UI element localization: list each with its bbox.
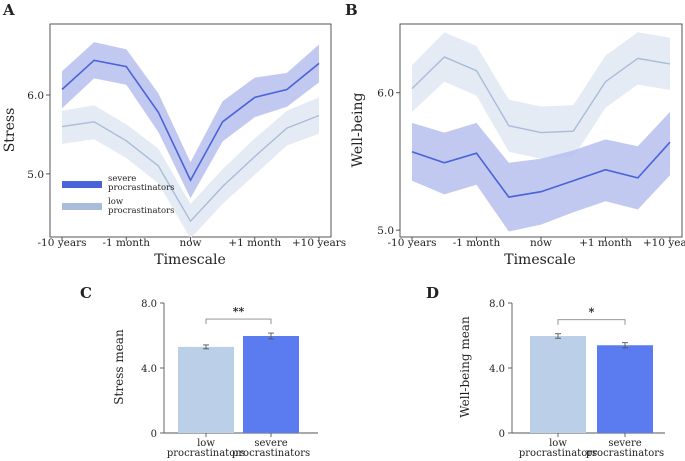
panel-letter-a: A xyxy=(2,1,15,19)
panel-letter-d: D xyxy=(426,284,439,302)
panel-d-significance-bracket xyxy=(557,319,626,325)
panel-a-xtick-label: -10 years xyxy=(37,237,86,249)
panel-a-band-low xyxy=(62,97,319,239)
panel-b-xtick-label: +10 years xyxy=(643,237,685,249)
panel-b-ticks: 5.0 6.0 -10 years -1 month now +1 month +10 ye… xyxy=(377,88,685,249)
panel-d-xtick-label: procrastinators xyxy=(519,448,597,459)
panel-b-line-severe xyxy=(411,141,671,198)
panel-a-legend: severe procrastinators low procrastinato… xyxy=(62,174,175,216)
legend-label-severe-line1: severe xyxy=(108,174,136,184)
panel-b-y-axis-title: Well-being xyxy=(350,93,366,168)
panel-d-bar-low xyxy=(530,335,586,433)
panel-c-ytick-label: 0 xyxy=(151,429,157,440)
panel-a-y-axis-title: Stress xyxy=(2,108,18,153)
legend-swatch-low xyxy=(62,203,102,210)
panel-a-xtick-label: -1 month xyxy=(102,237,150,249)
panel-b-band-severe xyxy=(412,111,670,232)
panel-d-plot-area: 04.08.0lowprocrastinatorssevereprocrasti… xyxy=(489,299,665,459)
panel-c-xtick-label: procrastinators xyxy=(232,448,310,459)
panel-a-line-low xyxy=(61,114,320,223)
panel-d-xtick-label: severe xyxy=(608,438,641,449)
panel-c-ytick-label: 4.0 xyxy=(141,364,157,375)
panel-b-x-axis-title: Timescale xyxy=(504,252,576,268)
panel-b-xtick-label: -1 month xyxy=(453,237,501,249)
legend-swatch-severe xyxy=(62,181,102,188)
legend-label-low-line1: low xyxy=(108,197,124,207)
panel-b-xtick-label: -10 years xyxy=(387,237,436,249)
panel-b-plot-area xyxy=(411,32,671,232)
panel-d-y-axis-title: Well-being mean xyxy=(458,316,472,418)
panel-c-significance-bracket xyxy=(205,318,272,325)
panel-a-xtick-label: +10 years xyxy=(292,237,346,249)
panel-d-wellbeing-bar-chart: 04.08.0lowprocrastinatorssevereprocrasti… xyxy=(458,299,665,459)
panel-d-significance-label: * xyxy=(589,306,595,319)
panel-c-y-axis-title: Stress mean xyxy=(112,329,126,405)
panel-a-x-axis-title: Timescale xyxy=(154,252,226,268)
panel-c-bar-severe xyxy=(243,335,299,433)
panel-a-xtick-label: +1 month xyxy=(228,237,281,249)
panel-a-ticks: 5.0 6.0 -10 years -1 month now +1 month +10 ye… xyxy=(27,90,346,249)
panel-b-ytick-label: 5.0 xyxy=(377,225,394,237)
panel-d-ytick-label: 8.0 xyxy=(489,299,505,310)
panel-b-xtick-label: +1 month xyxy=(579,237,632,249)
panel-d-xtick-label: procrastinators xyxy=(586,448,664,459)
panel-c-plot-area: 04.08.0lowprocrastinatorssevereprocrasti… xyxy=(141,299,318,459)
panel-a-stress-line-chart: 5.0 6.0 -10 years -1 month now +1 month +10 ye… xyxy=(2,23,346,268)
panel-b-line-low xyxy=(411,56,671,134)
panel-a-plot-area xyxy=(61,42,320,239)
panel-d-xtick-label: low xyxy=(549,438,567,449)
panel-c-ytick-label: 8.0 xyxy=(141,299,157,310)
panel-a-ytick-label: 6.0 xyxy=(27,90,44,102)
panel-c-bar-low xyxy=(178,346,234,433)
panel-b-ytick-label: 6.0 xyxy=(377,88,394,100)
panel-c-xtick-label: severe xyxy=(254,438,287,449)
panel-letter-b: B xyxy=(345,1,358,19)
panel-a-line-severe xyxy=(61,59,320,182)
panel-letter-c: C xyxy=(80,284,92,302)
panel-a-xtick-label: now xyxy=(179,237,201,249)
legend-label-low-line2: procrastinators xyxy=(108,206,175,216)
panel-c-xtick-label: low xyxy=(197,438,215,449)
panel-b-wellbeing-line-chart: 5.0 6.0 -10 years -1 month now +1 month +10 ye… xyxy=(350,23,685,268)
panel-d-ytick-label: 0 xyxy=(499,429,505,440)
panel-c-significance-label: ** xyxy=(233,305,245,318)
panel-d-bar-severe xyxy=(597,345,653,433)
panel-c-xtick-label: procrastinators xyxy=(167,448,245,459)
panel-d-ytick-label: 4.0 xyxy=(489,364,505,375)
panel-a-band-severe xyxy=(62,42,319,199)
panel-c-stress-bar-chart: 04.08.0lowprocrastinatorssevereprocrasti… xyxy=(112,299,318,459)
panel-a-ytick-label: 5.0 xyxy=(27,169,44,181)
legend-label-severe-line2: procrastinators xyxy=(108,183,175,193)
panel-b-band-low xyxy=(412,32,670,159)
panel-b-xtick-label: now xyxy=(530,237,552,249)
